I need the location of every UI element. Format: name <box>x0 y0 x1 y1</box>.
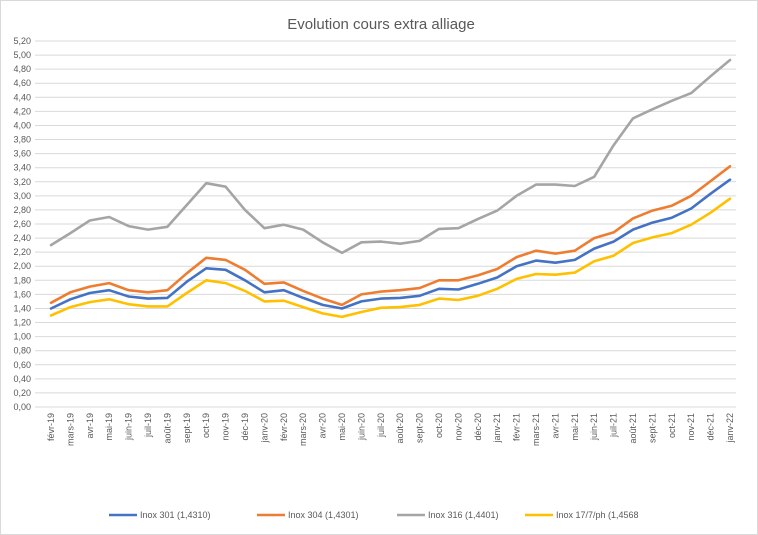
x-tick-label: mars-19 <box>65 413 75 446</box>
legend-entry: Inox 301 (1,4310) <box>109 510 211 520</box>
x-tick-label: oct-21 <box>667 413 677 438</box>
x-tick-label: juin-19 <box>124 413 134 441</box>
y-tick-label: 0,00 <box>13 402 31 412</box>
y-tick-label: 2,60 <box>13 219 31 229</box>
y-tick-label: 1,40 <box>13 303 31 313</box>
legend-entry: Inox 17/7/ph (1,4568 <box>525 510 639 520</box>
y-tick-label: 1,20 <box>13 318 31 328</box>
legend-entry: Inox 304 (1,4301) <box>257 510 359 520</box>
x-tick-label: avr-21 <box>550 413 560 439</box>
y-tick-label: 4,40 <box>13 92 31 102</box>
x-tick-label: déc-20 <box>473 413 483 441</box>
legend-label: Inox 301 (1,4310) <box>140 510 211 520</box>
x-tick-label: nov-20 <box>453 413 463 441</box>
x-tick-label: juil-19 <box>143 413 153 438</box>
x-tick-label: sept-20 <box>415 413 425 443</box>
y-tick-label: 2,20 <box>13 247 31 257</box>
x-tick-label: avr-20 <box>318 413 328 439</box>
x-tick-label: avr-19 <box>85 413 95 439</box>
x-tick-label: déc-19 <box>240 413 250 441</box>
x-tick-label: nov-21 <box>686 413 696 441</box>
x-tick-label: févr-19 <box>46 413 56 441</box>
y-tick-label: 2,40 <box>13 233 31 243</box>
x-tick-label: juin-20 <box>356 413 366 441</box>
series-line-3 <box>49 58 732 255</box>
y-tick-label: 1,00 <box>13 332 31 342</box>
y-tick-label: 5,20 <box>13 36 31 46</box>
y-tick-label: 3,00 <box>13 191 31 201</box>
y-tick-label: 3,80 <box>13 135 31 145</box>
x-tick-label: sept-21 <box>647 413 657 443</box>
y-tick-label: 2,00 <box>13 261 31 271</box>
x-tick-label: sept-19 <box>182 413 192 443</box>
y-tick-label: 4,20 <box>13 106 31 116</box>
y-tick-label: 0,20 <box>13 388 31 398</box>
legend-label: Inox 17/7/ph (1,4568 <box>556 510 639 520</box>
x-tick-label: oct-20 <box>434 413 444 438</box>
chart-title: Evolution cours extra alliage <box>287 16 475 33</box>
x-tick-label: mai-20 <box>337 413 347 441</box>
x-tick-label: déc-21 <box>706 413 716 441</box>
legend-entry: Inox 316 (1,4401) <box>397 510 499 520</box>
y-tick-label: 3,40 <box>13 163 31 173</box>
x-tick-label: mai-19 <box>104 413 114 441</box>
y-tick-label: 4,60 <box>13 78 31 88</box>
x-tick-label: juil-20 <box>376 413 386 438</box>
x-tick-label: août-21 <box>628 413 638 444</box>
y-tick-label: 1,80 <box>13 275 31 285</box>
x-tick-label: juil-21 <box>609 413 619 438</box>
x-tick-label: août-19 <box>162 413 172 444</box>
x-tick-label: mai-21 <box>570 413 580 441</box>
x-axis-tick-labels: févr-19 mars-19 avr-19 mai-19 juin-19 juil-19… <box>46 413 735 446</box>
legend-label: Inox 316 (1,4401) <box>428 510 499 520</box>
legend: Inox 301 (1,4310) Inox 304 (1,4301) Inox 3… <box>109 510 639 520</box>
y-tick-label: 0,40 <box>13 374 31 384</box>
x-tick-label: janv-21 <box>492 413 502 444</box>
y-tick-label: 5,00 <box>13 50 31 60</box>
x-tick-label: mars-21 <box>531 413 541 446</box>
y-tick-label: 4,80 <box>13 64 31 74</box>
y-tick-label: 1,60 <box>13 289 31 299</box>
y-tick-label: 0,80 <box>13 346 31 356</box>
x-tick-label: mars-20 <box>298 413 308 446</box>
y-tick-label: 0,60 <box>13 360 31 370</box>
y-axis-tick-labels: 0,00 0,20 0,40 0,60 0,80 1,00 1,20 1,40 1,60 1,80… <box>13 36 31 412</box>
x-tick-label: févr-21 <box>512 413 522 441</box>
gridlines <box>35 40 736 408</box>
series-line-1 <box>49 178 732 310</box>
x-tick-label: janv-22 <box>725 413 735 444</box>
x-tick-label: janv-20 <box>259 413 269 444</box>
x-tick-label: févr-20 <box>279 413 289 441</box>
y-tick-label: 3,60 <box>13 149 31 159</box>
y-tick-label: 2,80 <box>13 205 31 215</box>
legend-label: Inox 304 (1,4301) <box>288 510 359 520</box>
series-lines <box>49 58 732 319</box>
x-tick-label: oct-19 <box>201 413 211 438</box>
x-tick-label: nov-19 <box>221 413 231 441</box>
x-tick-label: août-20 <box>395 413 405 444</box>
y-tick-label: 4,00 <box>13 120 31 130</box>
y-tick-label: 3,20 <box>13 177 31 187</box>
series-line-2 <box>49 165 732 307</box>
x-tick-label: juin-21 <box>589 413 599 441</box>
series-line-4 <box>49 197 732 319</box>
